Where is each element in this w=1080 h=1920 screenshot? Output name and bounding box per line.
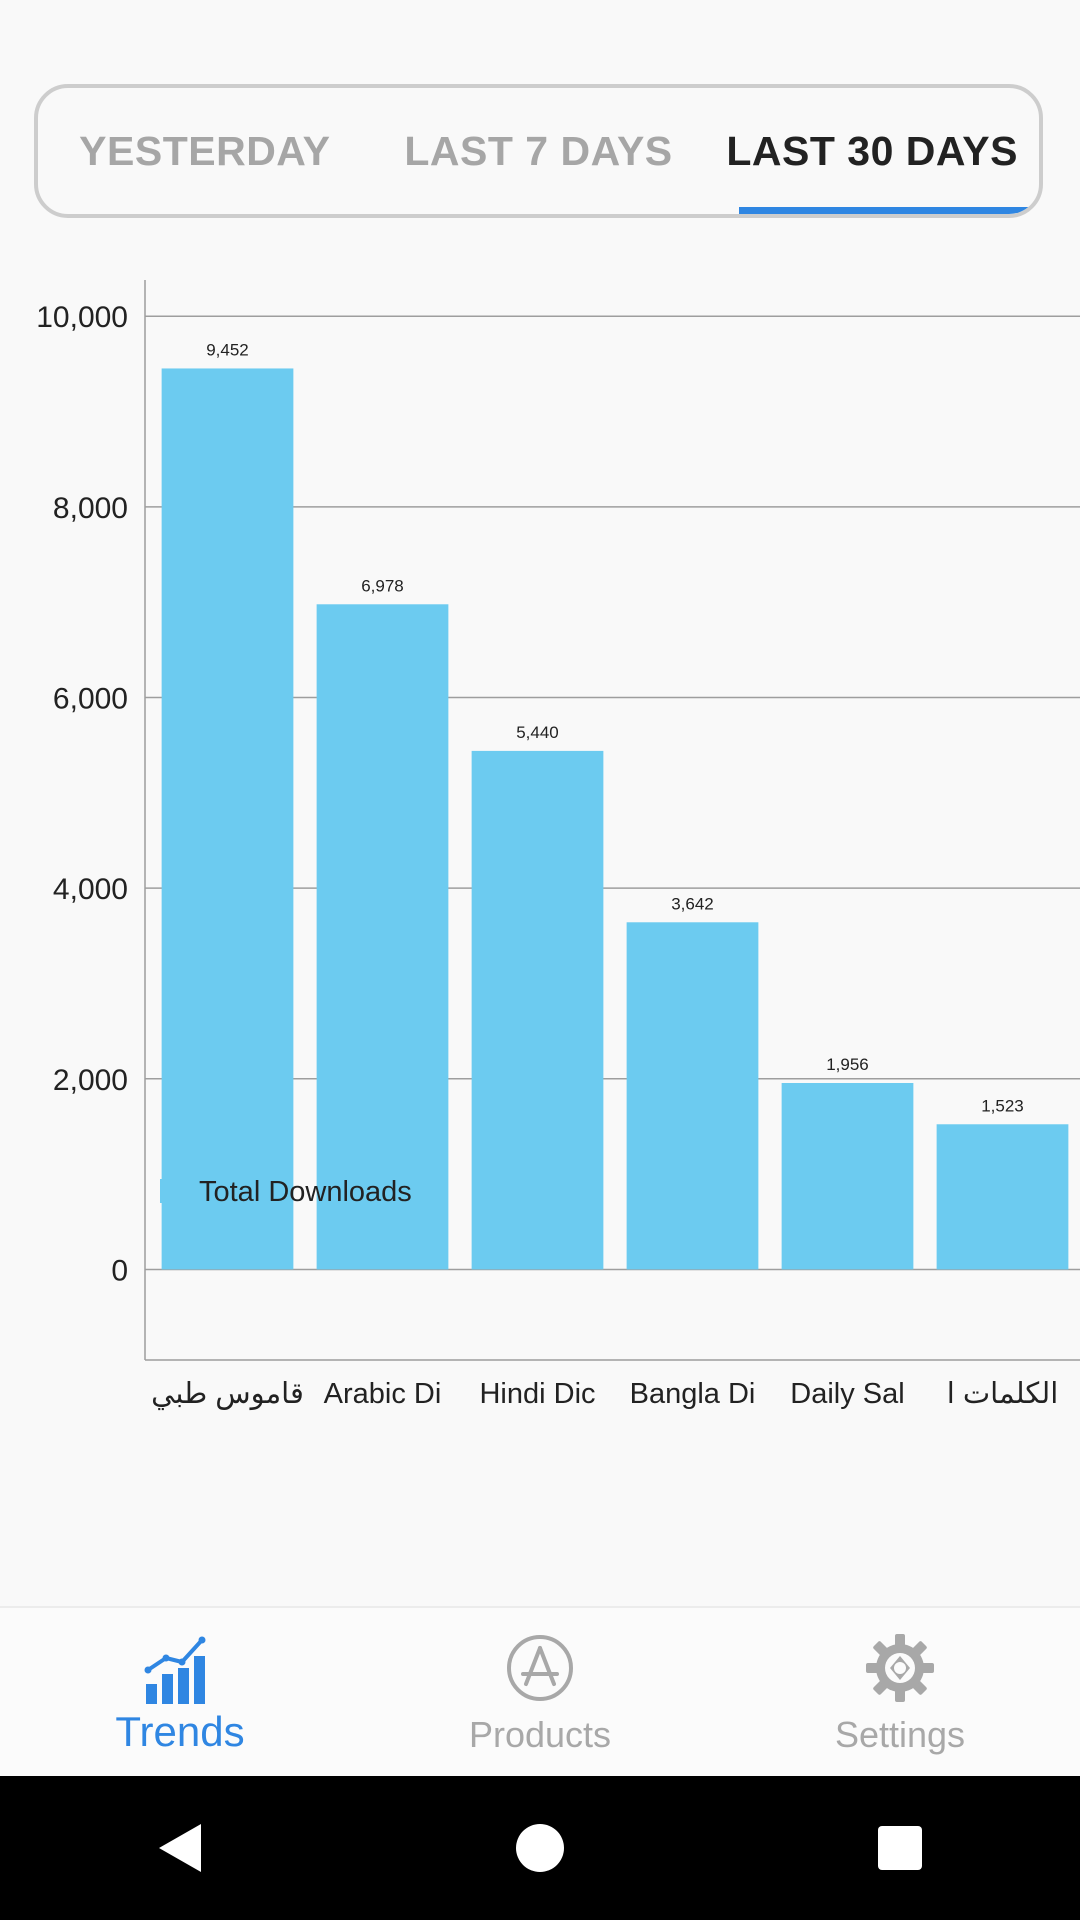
y-tick-label: 6,000: [53, 683, 128, 716]
bar-value-label: 3,642: [671, 894, 714, 913]
bar-value-label: 1,523: [981, 1096, 1024, 1115]
bar: [161, 368, 294, 1270]
x-tick-label: الكلمات ا: [947, 1378, 1059, 1410]
x-tick-label: Daily Sal: [790, 1378, 904, 1410]
y-tick-label: 2,000: [53, 1064, 128, 1097]
bar: [471, 750, 604, 1270]
bar: [316, 604, 449, 1270]
bar-value-label: 5,440: [516, 723, 559, 742]
period-tab-bar: YESTERDAY LAST 7 DAYS LAST 30 DAYS: [34, 84, 1043, 218]
bar-value-label: 1,956: [826, 1055, 869, 1074]
tab-last-30-days-indicator: [739, 207, 1034, 214]
tab-yesterday[interactable]: YESTERDAY: [38, 88, 372, 214]
x-tick-label: قاموس طبي: [151, 1378, 304, 1411]
x-tick-label: Bangla Di: [630, 1378, 756, 1410]
bottom-navigation: Trends Products Se: [0, 1606, 1080, 1778]
nav-trends[interactable]: Trends: [0, 1608, 360, 1778]
bar: [936, 1124, 1069, 1270]
nav-products[interactable]: Products: [360, 1608, 720, 1778]
chart-gridlines: [145, 315, 1080, 1271]
tab-yesterday-label: YESTERDAY: [79, 127, 331, 174]
system-navigation-bar: [0, 1776, 1080, 1920]
system-home-button[interactable]: [485, 1793, 595, 1903]
x-tick-label: Arabic Di: [324, 1378, 442, 1410]
tab-last-30-days-label: LAST 30 DAYS: [726, 127, 1018, 174]
tab-last-7-days[interactable]: LAST 7 DAYS: [372, 88, 706, 214]
x-tick-label: Hindi Dic: [479, 1378, 595, 1410]
nav-settings-label: Settings: [834, 1714, 966, 1755]
trends-icon: [144, 1636, 206, 1704]
chart-legend: Total Downloads: [160, 1176, 412, 1208]
y-tick-label: 10,000: [36, 301, 128, 334]
legend-label: Total Downloads: [199, 1176, 412, 1208]
system-back-button[interactable]: [125, 1793, 235, 1903]
app-store-icon: [507, 1635, 573, 1701]
downloads-bar-chart: 0 2,000 4,000 6,000 8,000 10,000 9,452 قاموس طب…: [36, 280, 1080, 1411]
chart-labels: 0 2,000 4,000 6,000 8,000 10,000 9,452 قاموس طب…: [36, 301, 1058, 1411]
back-icon: [159, 1824, 201, 1872]
home-icon: [516, 1824, 564, 1872]
chart-axes: [144, 280, 1080, 1361]
y-tick-label: 4,000: [53, 873, 128, 906]
bar: [781, 1082, 914, 1270]
recent-apps-icon: [878, 1826, 922, 1870]
legend-swatch: [160, 1179, 184, 1203]
y-tick-label: 0: [111, 1254, 128, 1287]
nav-products-label: Products: [468, 1714, 612, 1755]
system-recent-apps-button[interactable]: [845, 1793, 955, 1903]
tab-last-30-days[interactable]: LAST 30 DAYS: [705, 88, 1039, 214]
gear-icon: [866, 1634, 934, 1702]
bar: [626, 922, 759, 1270]
chart-bars: [161, 368, 1069, 1270]
tab-last-7-days-label: LAST 7 DAYS: [404, 127, 673, 174]
nav-trends-label: Trends: [115, 1708, 245, 1755]
bar-value-label: 6,978: [361, 576, 404, 595]
bar-value-label: 9,452: [206, 340, 249, 359]
nav-settings[interactable]: Settings: [720, 1608, 1080, 1778]
y-tick-label: 8,000: [53, 492, 128, 525]
